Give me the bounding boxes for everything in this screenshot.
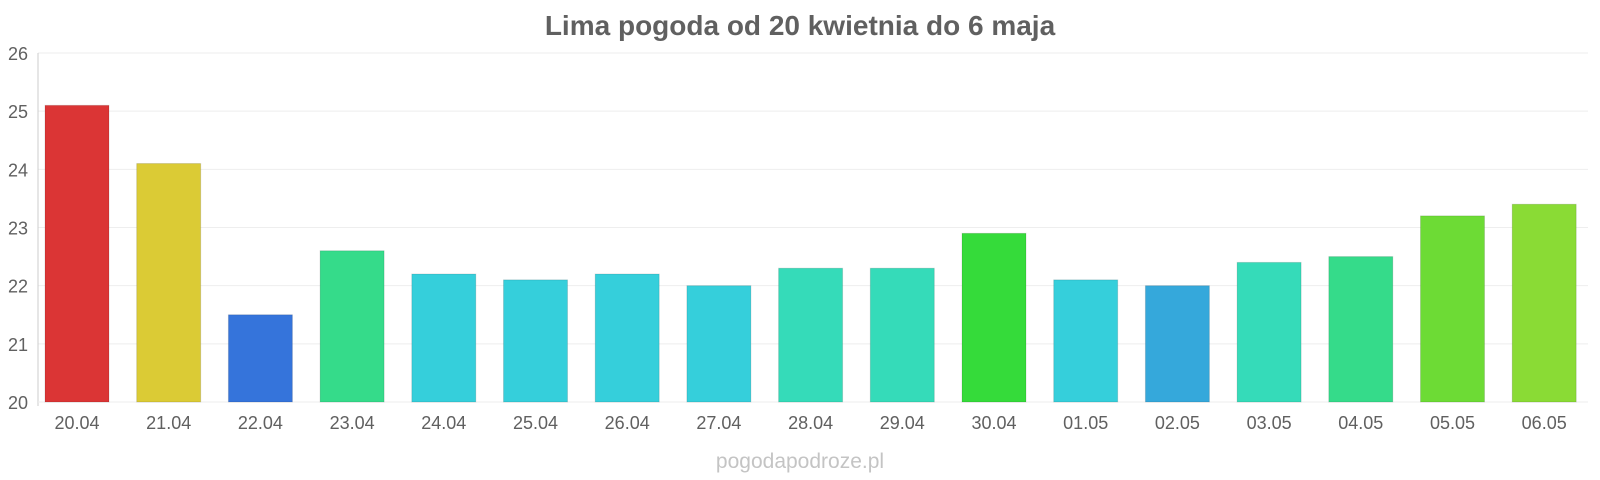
bar [319,250,385,403]
x-tick-label: 20.04 [54,413,99,433]
bar [227,314,293,403]
x-tick-label: 06.05 [1522,413,1567,433]
bar [503,279,568,403]
bar [1053,279,1119,403]
bar [411,273,477,403]
x-tick-label: 21.04 [146,413,191,433]
y-tick-labels: 20 21 22 23 24 25 26 [8,44,28,413]
x-tick-label: 01.05 [1063,413,1108,433]
x-tick-label: 29.04 [880,413,925,433]
bar [1420,215,1485,403]
bar [594,273,660,403]
bar [961,232,1027,403]
x-tick-labels: 20.04 21.04 22.04 23.04 24.04 25.04 26.04 27.04… [54,413,1566,433]
x-tick-label: 02.05 [1155,413,1200,433]
y-tick-label: 21 [8,335,28,355]
x-tick-label: 05.05 [1430,413,1475,433]
bar [778,267,844,403]
y-tick-label: 24 [8,160,28,180]
bar [686,285,752,403]
x-tick-label: 04.05 [1338,413,1383,433]
x-tick-label: 24.04 [421,413,466,433]
x-tick-label: 27.04 [696,413,741,433]
y-tick-label: 20 [8,393,28,413]
bars [44,104,1577,403]
y-tick-label: 25 [8,102,28,122]
x-tick-label: 03.05 [1247,413,1292,433]
bar [1328,256,1394,403]
x-tick-label: 23.04 [330,413,375,433]
chart-title: Lima pogoda od 20 kwietnia do 6 maja [544,10,1056,41]
watermark: pogodapodroze.pl [715,450,885,473]
x-tick-label: 26.04 [605,413,650,433]
x-tick-label: 22.04 [238,413,283,433]
x-tick-label: 25.04 [513,413,558,433]
x-tick-label: 28.04 [788,413,833,433]
bar [1236,261,1302,403]
y-tick-label: 23 [8,219,28,239]
bar [1144,285,1210,403]
x-tick-label: 30.04 [971,413,1016,433]
bar [44,104,110,403]
y-tick-label: 22 [8,277,28,297]
y-tick-label: 26 [8,44,28,64]
bar [869,267,935,403]
bar [136,163,202,403]
bar [1511,203,1577,403]
